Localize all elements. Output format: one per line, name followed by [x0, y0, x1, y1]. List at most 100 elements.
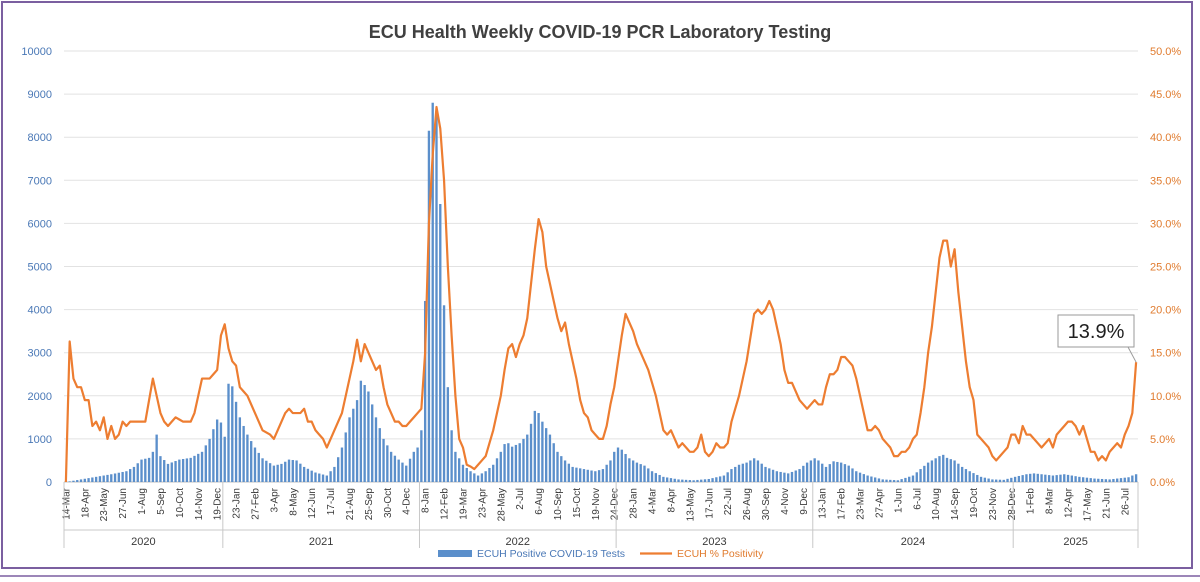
bar — [159, 456, 162, 482]
bar — [378, 428, 381, 482]
bar — [507, 443, 510, 482]
bar — [408, 458, 412, 482]
bar — [1047, 475, 1051, 482]
bar — [276, 464, 279, 482]
bar — [136, 463, 139, 482]
bar — [1021, 475, 1024, 482]
bar — [711, 478, 714, 482]
bar — [423, 300, 427, 482]
legend-bar-swatch — [438, 550, 472, 557]
bar — [1017, 475, 1021, 482]
callout-text: 13.9% — [1068, 321, 1125, 343]
legend-line-label: ECUH % Positivity — [677, 548, 764, 560]
bar — [953, 460, 956, 482]
bar — [934, 458, 937, 482]
bar — [1081, 477, 1085, 482]
x-tick-label: 8-Apr — [666, 487, 677, 512]
bar — [874, 477, 877, 482]
bar — [798, 469, 801, 482]
bar — [503, 444, 506, 482]
bar — [522, 438, 525, 482]
bar — [68, 481, 71, 482]
x-tick-label: 2-Jul — [515, 488, 526, 510]
bar — [401, 462, 404, 482]
bar — [174, 461, 177, 482]
x-tick-label: 21-Jun — [1101, 488, 1112, 519]
bar — [960, 466, 964, 482]
bar — [855, 471, 858, 482]
bar — [968, 471, 971, 482]
bar — [631, 460, 635, 482]
x-tick-label: 25-Sep — [364, 488, 375, 521]
bar — [359, 380, 363, 482]
bar — [896, 480, 900, 482]
bar — [571, 466, 574, 482]
bar — [1078, 476, 1081, 482]
bar — [541, 421, 544, 482]
bar — [302, 466, 306, 482]
bar — [824, 466, 828, 482]
bar — [234, 401, 238, 482]
bar — [1025, 474, 1028, 482]
bar — [371, 404, 374, 482]
x-tick-label: 28-May — [496, 488, 507, 521]
bar — [219, 422, 223, 482]
bar — [639, 464, 642, 482]
y-axis-right: 0.0% 5.0% 10.0% 15.0% 20.0% 25.0% 30.0% 35.0% 40… — [1150, 46, 1181, 489]
bar — [684, 479, 688, 482]
bar — [1010, 477, 1013, 482]
bar — [715, 477, 718, 482]
bar — [666, 477, 669, 482]
bar — [1032, 473, 1036, 482]
y-right-tick-label: 5.0% — [1150, 434, 1175, 446]
bar — [405, 465, 408, 482]
bar — [529, 423, 533, 482]
bar — [325, 475, 328, 482]
y-right-tick-label: 15.0% — [1150, 348, 1181, 360]
bar — [995, 479, 998, 482]
bar — [215, 419, 219, 482]
bar — [223, 436, 226, 482]
bar — [231, 386, 234, 482]
bar — [938, 456, 941, 482]
bar — [200, 451, 204, 482]
bar — [1044, 474, 1047, 482]
bar — [616, 447, 620, 482]
bar — [299, 463, 302, 482]
bar — [544, 428, 548, 482]
bar — [526, 434, 529, 482]
year-label: 2024 — [901, 536, 925, 548]
bar — [492, 464, 495, 482]
bar — [488, 467, 491, 482]
bar — [945, 457, 949, 482]
x-tick-label: 23-Mar — [856, 487, 867, 519]
x-tick-label: 28-Jan — [629, 488, 640, 519]
bar — [340, 447, 344, 482]
bar — [707, 478, 710, 482]
bar — [677, 479, 680, 482]
bar — [681, 479, 684, 482]
x-tick-label: 30-Oct — [383, 488, 394, 518]
x-tick-label: 24-Dec — [610, 488, 621, 520]
bar — [1055, 475, 1058, 482]
x-tick-label: 19-Mar — [458, 487, 469, 519]
bar — [151, 451, 155, 482]
bar — [1029, 473, 1032, 482]
bar — [91, 477, 94, 482]
bar — [821, 463, 824, 482]
x-tick-label: 10-Sep — [553, 488, 564, 521]
bar — [1119, 478, 1123, 482]
bar — [427, 130, 431, 483]
y-left-tick-label: 5000 — [28, 262, 52, 274]
bar — [473, 473, 476, 482]
bar — [227, 383, 230, 482]
x-tick-label: 23-Jan — [232, 488, 243, 519]
x-tick-label: 23-May — [99, 488, 110, 521]
bar — [147, 457, 151, 482]
bar — [749, 460, 752, 482]
x-tick-label: 17-Feb — [837, 488, 848, 520]
bar — [817, 460, 820, 482]
bar — [140, 459, 143, 482]
bar — [647, 468, 650, 482]
